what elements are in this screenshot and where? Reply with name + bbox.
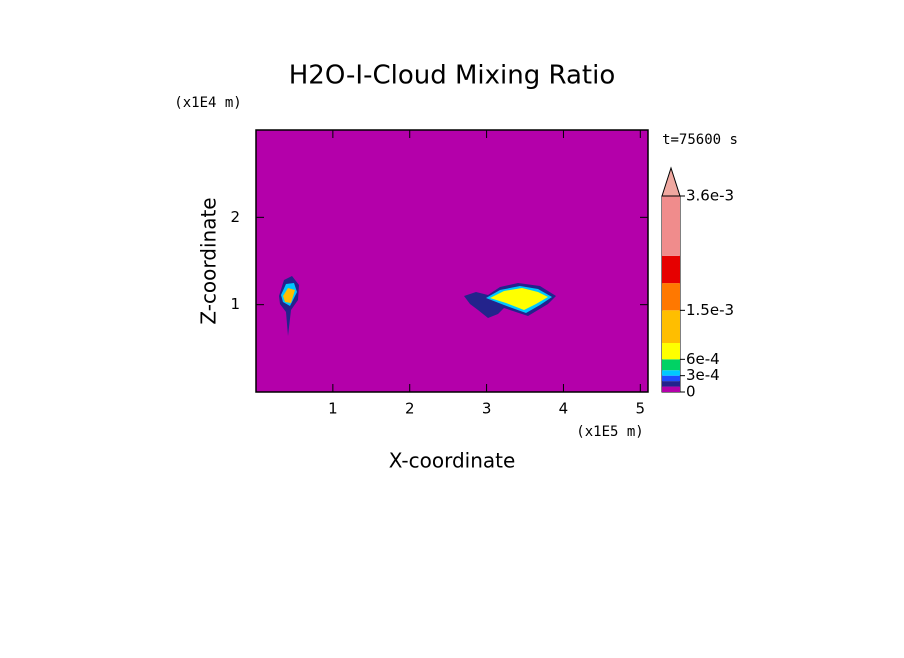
x-tick-label: 4 bbox=[559, 400, 569, 418]
cloud-contours bbox=[279, 276, 556, 336]
x-unit: (x1E5 m) bbox=[576, 424, 643, 440]
cloud-core bbox=[283, 288, 295, 303]
colorbar-band bbox=[662, 255, 680, 284]
colorbar-band bbox=[662, 196, 680, 256]
colorbar-band bbox=[662, 381, 680, 387]
x-tick-label: 2 bbox=[405, 400, 415, 418]
chart-title: H2O-I-Cloud Mixing Ratio bbox=[289, 61, 616, 91]
colorbar-tick-label: 6e-4 bbox=[686, 350, 720, 368]
y-unit: (x1E4 m) bbox=[174, 95, 241, 111]
cloud-core bbox=[490, 288, 548, 310]
x-tick-label: 1 bbox=[328, 400, 338, 418]
colorbar-tick-label: 3e-4 bbox=[686, 366, 720, 384]
x-tick-label: 3 bbox=[482, 400, 492, 418]
y-label: Z-coordinate bbox=[197, 197, 221, 324]
colorbar-tick-label: 1.5e-3 bbox=[686, 301, 734, 319]
annotation: t=75600 s bbox=[662, 132, 738, 148]
colorbar-tick-label: 0 bbox=[686, 383, 696, 401]
y-tick-label: 2 bbox=[230, 208, 240, 226]
colorbar-band bbox=[662, 283, 680, 311]
plot-frame bbox=[255, 129, 649, 393]
x-tick-label: 5 bbox=[636, 400, 646, 418]
plot-background bbox=[256, 130, 648, 392]
colorbar-band bbox=[662, 359, 680, 371]
x-label: X-coordinate bbox=[389, 449, 516, 473]
colorbar-extend bbox=[661, 166, 681, 197]
colorbar-tick-label: 3.6e-3 bbox=[686, 187, 734, 205]
colorbar-band bbox=[662, 375, 680, 382]
colorbar-band bbox=[662, 310, 680, 343]
y-tick-label: 1 bbox=[230, 295, 240, 313]
colorbar-band bbox=[662, 370, 680, 376]
colorbar-band bbox=[662, 343, 680, 360]
colorbar-band bbox=[662, 386, 680, 392]
